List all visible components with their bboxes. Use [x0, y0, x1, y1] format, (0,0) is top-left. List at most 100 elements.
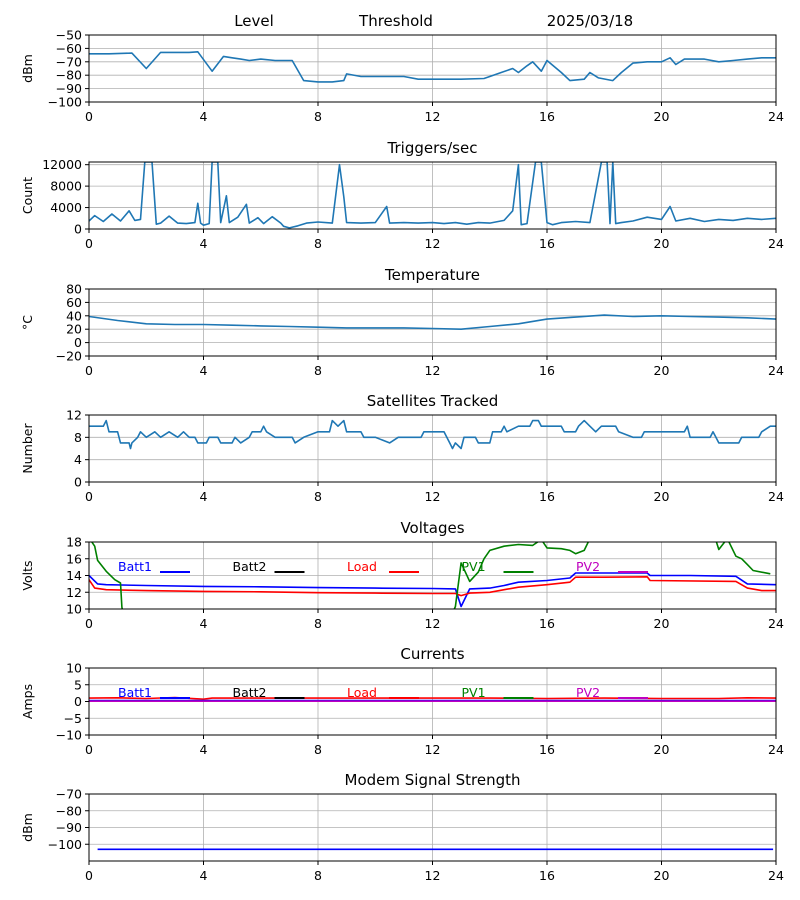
voltages-xtick-label: 0	[85, 616, 93, 631]
satellites-xtick-label: 0	[85, 489, 93, 504]
currents-xtick-label: 16	[539, 742, 555, 757]
currents-legend-label: Batt1	[118, 685, 152, 700]
satellites-ytick-label: 12	[66, 408, 82, 423]
voltages-ytick-label: 12	[66, 585, 82, 600]
temperature-xtick-label: 4	[200, 363, 208, 378]
level-ytick-label: −70	[56, 54, 82, 69]
triggers-xtick-label: 12	[425, 236, 441, 251]
temperature-ytick-label: 20	[66, 322, 82, 337]
panel-level: 0 4 8 12 16 20 24 −100−90−80−70−60−50 dBm	[20, 28, 784, 125]
currents-xtick-label: 8	[314, 742, 322, 757]
currents-title: Currents	[400, 645, 464, 663]
voltages-ytick-label: 14	[66, 568, 82, 583]
level-ylabel: dBm	[20, 54, 35, 83]
satellites-series-line-0	[89, 419, 776, 450]
satellites-ylabel: Number	[20, 423, 35, 474]
voltages-series-line-1	[89, 576, 776, 597]
voltages-xtick-label: 4	[200, 616, 208, 631]
modem-xtick-label: 20	[654, 868, 670, 883]
triggers-ytick-label: 12000	[42, 157, 82, 172]
currents-ytick-label: −10	[56, 728, 82, 743]
modem-xtick-label: 16	[539, 868, 555, 883]
voltages-xtick-label: 20	[654, 616, 670, 631]
triggers-series-group	[89, 162, 776, 229]
temperature-xtick-label: 16	[539, 363, 555, 378]
voltages-xtick-label: 12	[425, 616, 441, 631]
currents-xtick-label: 0	[85, 742, 93, 757]
level-xtick-label: 0	[85, 109, 93, 124]
currents-ytick-label: 0	[74, 694, 82, 709]
temperature-ylabel: °C	[20, 315, 35, 330]
triggers-xtick-label: 16	[539, 236, 555, 251]
triggers-xtick-label: 20	[654, 236, 670, 251]
triggers-ytick-label: 0	[74, 222, 82, 237]
voltages-series-line-2	[90, 542, 124, 609]
temperature-xtick-label: 24	[768, 363, 784, 378]
voltages-xtick-label: 8	[314, 616, 322, 631]
level-xtick-label: 12	[425, 109, 441, 124]
voltages-series-group	[89, 542, 776, 609]
voltages-legend-label: PV2	[576, 559, 600, 574]
temperature-xtick-label: 8	[314, 363, 322, 378]
voltages-ytick-label: 16	[66, 551, 82, 566]
header-date: 2025/03/18	[547, 12, 633, 30]
modem-ytick-label: −70	[56, 787, 82, 802]
voltages-legend-label: Batt1	[118, 559, 152, 574]
satellites-ytick-label: 0	[74, 475, 82, 490]
level-xtick-label: 8	[314, 109, 322, 124]
currents-ytick-label: −5	[64, 711, 82, 726]
level-ytick-label: −50	[56, 28, 82, 43]
temperature-ytick-label: 0	[74, 335, 82, 350]
voltages-legend-label: PV1	[462, 559, 486, 574]
currents-xtick-label: 20	[654, 742, 670, 757]
modem-ytick-label: −90	[56, 820, 82, 835]
voltages-ytick-label: 18	[66, 535, 82, 550]
satellites-xtick-label: 8	[314, 489, 322, 504]
triggers-xtick-label: 8	[314, 236, 322, 251]
currents-xtick-label: 24	[768, 742, 784, 757]
panel-triggers: 0 4 8 12 16 20 24 0 4000 8000 12000 Triggers/sec Cou…	[20, 139, 784, 251]
voltages-title: Voltages	[400, 519, 464, 537]
triggers-ytick-label: 4000	[50, 200, 82, 215]
satellites-xtick-label: 12	[425, 489, 441, 504]
currents-ylabel: Amps	[20, 684, 35, 719]
satellites-title: Satellites Tracked	[367, 392, 498, 410]
currents-ytick-label: 5	[74, 677, 82, 692]
modem-ylabel: dBm	[20, 813, 35, 842]
temperature-ytick-label: 40	[66, 308, 82, 323]
modem-xtick-label: 24	[768, 868, 784, 883]
modem-xtick-label: 4	[200, 868, 208, 883]
panel-satellites: 0 4 8 12 16 20 24 0 4 8 12 Satellites Tracked Number	[20, 392, 784, 504]
currents-legend-label: Load	[347, 685, 377, 700]
level-series-line-0	[89, 51, 776, 83]
level-ytick-label: −60	[56, 41, 82, 56]
triggers-xtick-label: 4	[200, 236, 208, 251]
modem-xtick-label: 12	[425, 868, 441, 883]
level-ytick-label: −80	[56, 68, 82, 83]
modem-title: Modem Signal Strength	[345, 771, 521, 789]
triggers-title: Triggers/sec	[387, 139, 478, 157]
satellites-xtick-label: 16	[539, 489, 555, 504]
voltages-series-line-0	[89, 572, 776, 608]
currents-ytick-label: 10	[66, 661, 82, 676]
triggers-xtick-label: 0	[85, 236, 93, 251]
currents-legend-label: Batt2	[233, 685, 267, 700]
currents-legend-label: PV2	[576, 685, 600, 700]
temperature-title: Temperature	[384, 266, 480, 284]
modem-xtick-label: 8	[314, 868, 322, 883]
triggers-xtick-label: 24	[768, 236, 784, 251]
panel-modem: 0 4 8 12 16 20 24 −100 −90 −80−70 Modem Signal Str…	[20, 771, 784, 883]
level-xtick-label: 4	[200, 109, 208, 124]
level-ytick-label: −100	[48, 95, 82, 110]
modem-ytick-label: −100	[48, 837, 82, 852]
voltages-legend-label: Batt2	[233, 559, 267, 574]
temperature-series-line-0	[89, 314, 776, 330]
voltages-ytick-label: 10	[66, 602, 82, 617]
satellites-ytick-label: 8	[74, 430, 82, 445]
level-xtick-label: 20	[654, 109, 670, 124]
voltages-series-line-4	[715, 542, 771, 575]
